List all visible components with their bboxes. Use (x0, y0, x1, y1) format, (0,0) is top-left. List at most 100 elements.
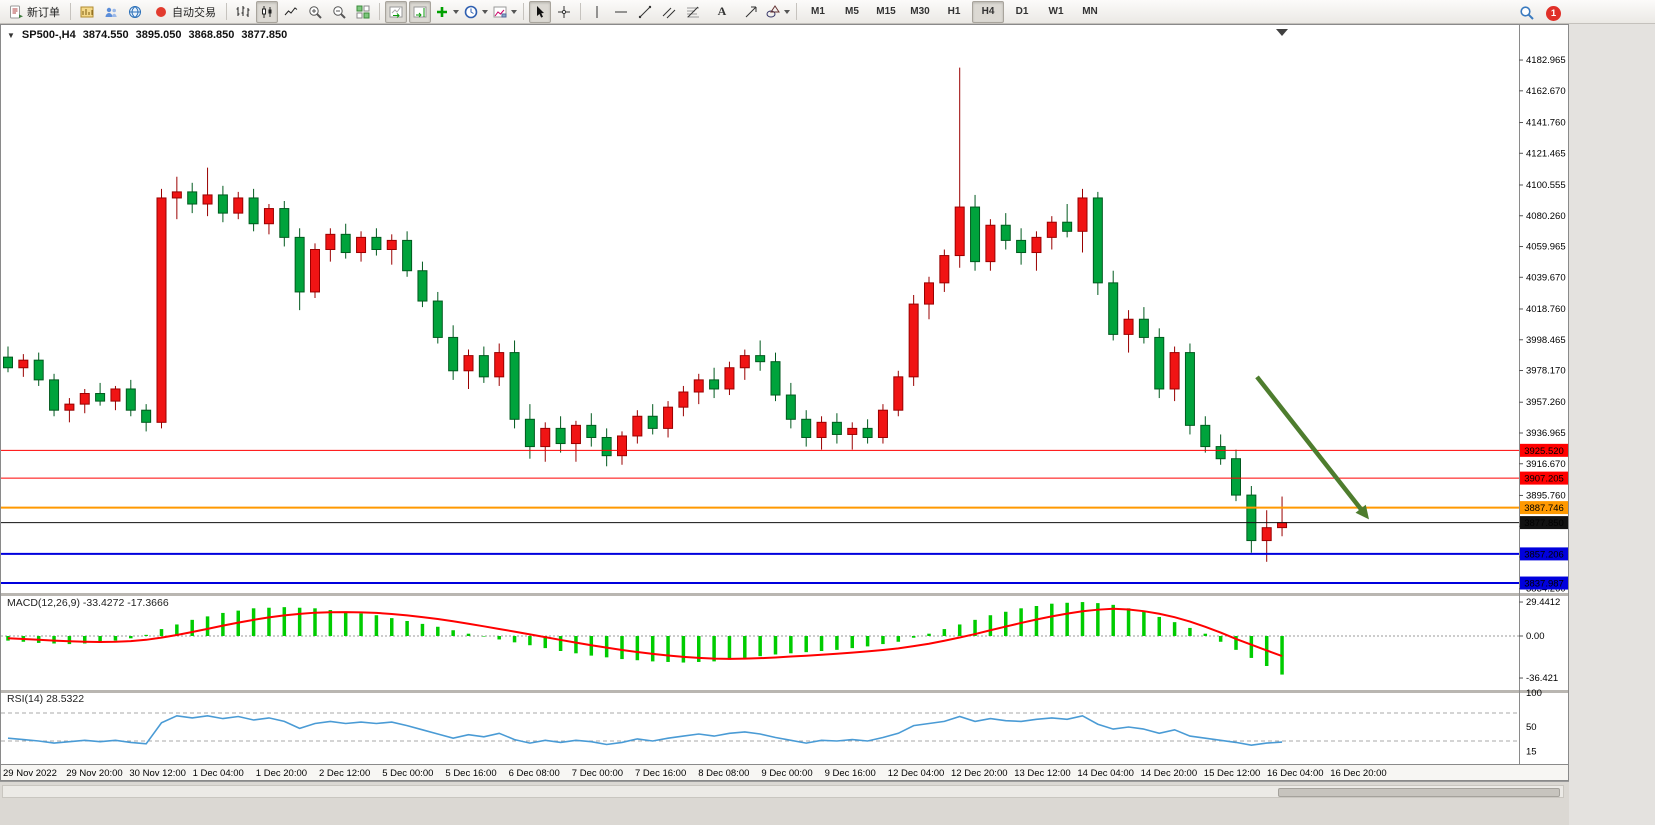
dropdown-caret-icon (482, 9, 488, 14)
time-axis-label: 13 Dec 12:00 (1014, 768, 1071, 779)
crosshair-icon (558, 5, 570, 18)
time-axis-label: 9 Dec 16:00 (825, 768, 876, 779)
svg-text:4162.670: 4162.670 (1526, 86, 1566, 97)
market-watch-button[interactable] (76, 1, 98, 23)
svg-text:3936.965: 3936.965 (1526, 428, 1566, 439)
bar-chart-button[interactable] (232, 1, 254, 23)
timeframe-m15[interactable]: M15 (876, 6, 896, 17)
timeframe-h4[interactable]: H4 (972, 0, 1004, 23)
svg-text:4182.965: 4182.965 (1526, 55, 1566, 66)
svg-text:4059.965: 4059.965 (1526, 242, 1566, 253)
time-axis-label: 8 Dec 08:00 (698, 768, 749, 779)
template-icon (492, 4, 508, 20)
timeframe-w1[interactable]: W1 (1048, 6, 1064, 17)
autotrading-label: 自动交易 (172, 6, 216, 19)
chart-symbol-period: SP500-,H4 (21, 29, 76, 41)
autotrading-button[interactable]: 自动交易 (148, 1, 221, 23)
zoom-out-button[interactable] (328, 1, 350, 23)
time-axis-label: 14 Dec 20:00 (1141, 768, 1198, 779)
timeframe-d1[interactable]: D1 (1015, 6, 1029, 17)
time-axis-label: 12 Dec 04:00 (888, 768, 945, 779)
timeframe-mn[interactable]: MN (1082, 6, 1098, 17)
vertical-line-button[interactable] (586, 1, 608, 23)
zoom-in-button[interactable] (304, 1, 326, 23)
accounts-button[interactable] (100, 1, 122, 23)
svg-text:4141.760: 4141.760 (1526, 118, 1566, 129)
toolbar-separator (580, 3, 581, 20)
fibonacci-button[interactable] (682, 1, 704, 23)
svg-text:29.4412: 29.4412 (1526, 597, 1560, 608)
price-level-label: 3907.205 (1520, 471, 1568, 485)
line-chart-icon (283, 4, 299, 20)
community-button[interactable] (124, 1, 146, 23)
svg-text:3837.987: 3837.987 (1524, 579, 1564, 590)
toolbar-separator (379, 3, 380, 20)
svg-text:4121.465: 4121.465 (1526, 148, 1566, 159)
search-icon (1519, 5, 1535, 21)
zoom-out-icon (331, 4, 347, 20)
timeframe-m1[interactable]: M1 (811, 6, 825, 17)
svg-text:3925.520: 3925.520 (1524, 446, 1564, 457)
channel-button[interactable] (658, 1, 680, 23)
autotrading-icon (156, 6, 166, 17)
indicators-button[interactable] (433, 1, 460, 23)
one-click-trading-toggle[interactable]: ▼ (7, 30, 15, 40)
time-axis-label: 7 Dec 16:00 (635, 768, 686, 779)
text-tool-button[interactable]: A (706, 1, 738, 23)
svg-text:0.00: 0.00 (1526, 631, 1545, 642)
arrow-tool-button[interactable] (740, 1, 762, 23)
svg-text:50: 50 (1526, 722, 1537, 733)
svg-text:3857.206: 3857.206 (1524, 549, 1564, 560)
time-axis-label: 30 Nov 12:00 (129, 768, 186, 779)
trendline-button[interactable] (634, 1, 656, 23)
chart-header: ▼ SP500-,H4 3874.550 3895.050 3868.850 3… (7, 29, 287, 41)
timeframe-h1[interactable]: H1 (947, 6, 961, 17)
bar-chart-icon (235, 4, 251, 20)
candlestick-button[interactable] (256, 0, 278, 23)
time-axis-label: 12 Dec 20:00 (951, 768, 1008, 779)
search-button[interactable] (1516, 2, 1538, 24)
auto-scroll-button[interactable] (385, 0, 407, 23)
time-axis-label: 16 Dec 04:00 (1267, 768, 1324, 779)
price-levels[interactable]: 3925.520 3907.205 3887.746 3877.850 3857.206… (1, 443, 1568, 590)
toolbar-separator (523, 3, 524, 20)
new-order-button[interactable]: 新订单 (3, 1, 65, 23)
tile-windows-icon (355, 4, 371, 20)
time-axis: 29 Nov 2022 29 Nov 20:00 30 Nov 12:00 1 Dec… (3, 768, 1387, 779)
time-axis-label: 29 Nov 2022 (3, 768, 57, 779)
notification-badge[interactable]: 1 (1546, 5, 1561, 21)
toolbar-separator (796, 3, 797, 20)
market-watch-icon (79, 4, 95, 20)
timeframe-m30[interactable]: M30 (910, 6, 930, 17)
price-chart[interactable]: 4182.965 4162.670 4141.760 4121.465 4100.555… (1, 25, 1568, 780)
new-order-icon (8, 4, 23, 20)
timeframe-m5[interactable]: M5 (845, 6, 859, 17)
line-chart-button[interactable] (280, 1, 302, 23)
toolbar-right-group: 1 (1515, 2, 1561, 24)
vertical-line-icon (589, 4, 605, 20)
new-order-label: 新订单 (27, 6, 60, 19)
price-level-label: 3925.520 (1520, 443, 1568, 457)
periods-button[interactable] (462, 1, 489, 23)
crosshair-button[interactable] (553, 1, 575, 23)
price-level-label: 3857.206 (1520, 547, 1568, 561)
horizontal-scrollbar[interactable] (2, 785, 1564, 798)
shapes-button[interactable] (764, 1, 791, 23)
templates-button[interactable] (491, 1, 518, 23)
svg-text:4018.760: 4018.760 (1526, 304, 1566, 315)
scrollbar-thumb[interactable] (1278, 788, 1560, 797)
chart-shift-marker[interactable] (1276, 29, 1288, 36)
tile-windows-button[interactable] (352, 1, 374, 23)
time-axis-label: 6 Dec 08:00 (509, 768, 560, 779)
zoom-in-icon (307, 4, 323, 20)
time-axis-label: 2 Dec 12:00 (319, 768, 370, 779)
macd-panel: 29.4412 0.00 -36.421 (1, 597, 1560, 684)
dropdown-caret-icon (511, 9, 517, 14)
horizontal-line-button[interactable] (610, 1, 632, 23)
price-level-label: 3837.987 (1520, 576, 1568, 590)
trend-arrow[interactable] (1255, 375, 1369, 520)
chart-shift-button[interactable] (409, 0, 431, 23)
toolbar-separator (70, 3, 71, 20)
cursor-button[interactable] (529, 0, 551, 23)
time-axis-label: 5 Dec 16:00 (445, 768, 496, 779)
